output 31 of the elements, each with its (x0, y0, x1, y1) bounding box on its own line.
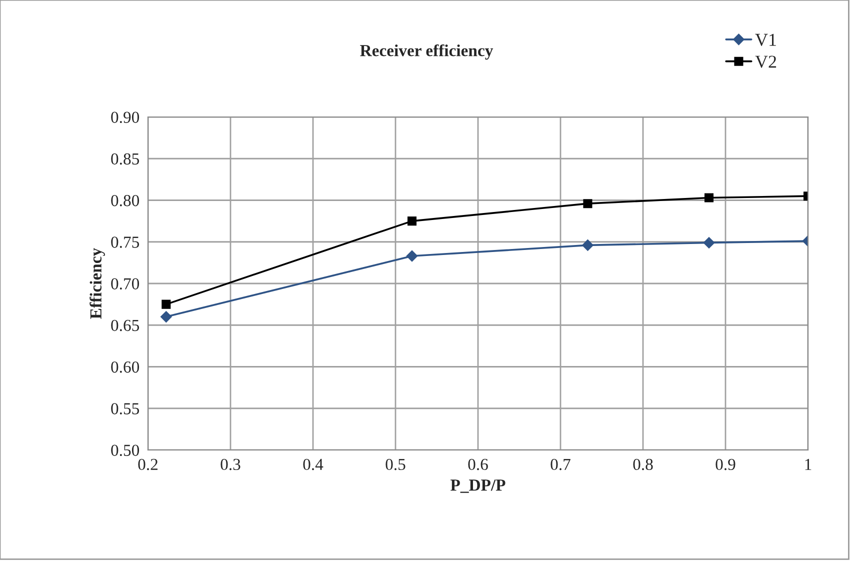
x-tick-label: 1 (805, 458, 812, 470)
y-tick-label: 0.75 (111, 236, 140, 248)
x-tick-label: 0.2 (138, 458, 158, 470)
x-tick-label: 0.6 (468, 458, 488, 470)
point (704, 193, 714, 202)
x-tick-label: 0.5 (386, 458, 406, 470)
legend-label: V2 (755, 56, 776, 68)
point (582, 240, 594, 251)
y-tick-label: 0.50 (111, 444, 140, 456)
y-tick-label: 0.65 (111, 320, 140, 332)
y-tick-label: 0.70 (111, 278, 140, 290)
x-tick-label: 0.8 (633, 458, 653, 470)
point (160, 311, 172, 322)
y-tick-label: 0.60 (111, 361, 140, 373)
x-tick-label: 0.4 (303, 458, 324, 470)
y-tick-label: 0.80 (111, 194, 140, 206)
point (703, 237, 715, 248)
point (407, 216, 417, 226)
y-tick-label: 0.55 (111, 403, 140, 414)
x-tick-label: 0.3 (220, 458, 240, 470)
point (583, 199, 592, 208)
y-axis-title: Efficiency (90, 248, 105, 319)
x-tick-label: 0.9 (716, 458, 736, 470)
x-axis-title: P_DP/P (450, 480, 506, 493)
point (162, 300, 171, 309)
y-tick-label: 0.85 (111, 153, 140, 165)
y-tick-label: 0.90 (111, 112, 140, 124)
x-tick-label: 0.7 (550, 458, 570, 470)
chart-title: Receiver efficiency (360, 44, 494, 60)
legend-label: V1 (755, 34, 776, 46)
point (406, 250, 418, 262)
